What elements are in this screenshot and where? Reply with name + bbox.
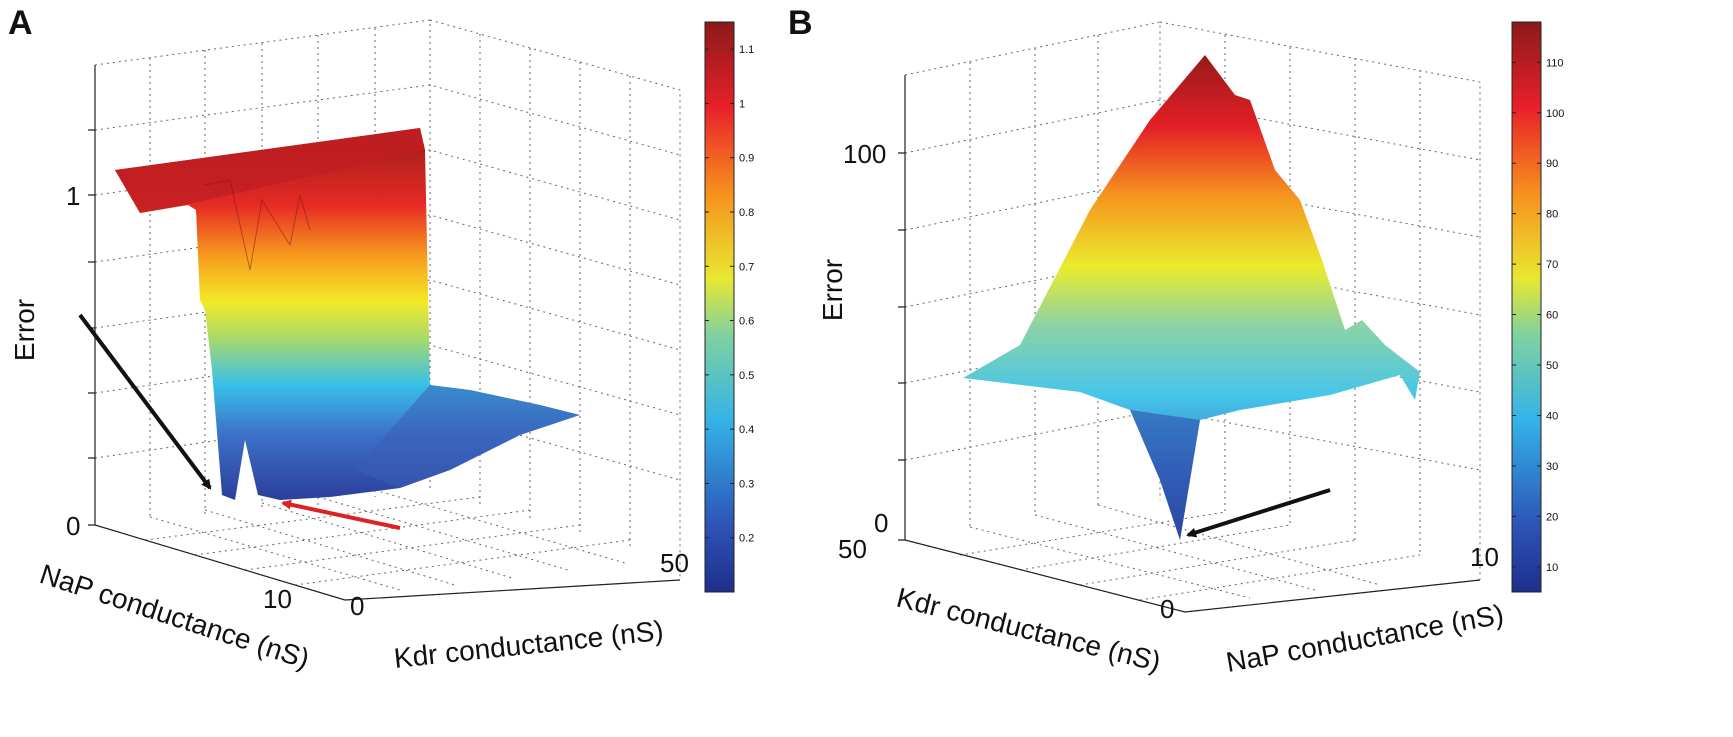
- panel-b-colorbar-tick-label: 20: [1546, 511, 1558, 523]
- panel-a-colorbar-tick-label: 0.7: [739, 261, 754, 273]
- panel-b-colorbar-tick-label: 10: [1546, 562, 1558, 574]
- panel-b-colorbar-tick-label: 80: [1546, 209, 1558, 221]
- panel-a-black-arrow: [78, 313, 212, 490]
- panel-b-colorbar-tick-label: 60: [1546, 310, 1558, 322]
- panel-a-colorbar-tick-label: 0.6: [739, 316, 754, 328]
- panel-b-x-tick-50: 50: [838, 534, 867, 564]
- panel-a-colorbar-tick-label: 0.8: [739, 207, 754, 219]
- panel-b-z-tick-0: 0: [874, 508, 888, 538]
- panel-a-colorbar-tick-label: 0.3: [739, 478, 754, 490]
- panel-b-black-arrow: [1186, 488, 1331, 538]
- panel-b-y-tick-0: 0: [1160, 594, 1174, 624]
- panel-a-colorbar-tick-label: 0.9: [739, 153, 754, 165]
- panel-b-letter: B: [788, 4, 813, 42]
- panel-a-letter: A: [8, 4, 33, 42]
- panel-a-z-tick-1: 1: [66, 181, 80, 211]
- panel-b-surface: [963, 55, 1420, 540]
- panel-a: A 0 1 10 0 50 Error: [8, 4, 754, 675]
- panel-b-colorbar-tick-label: 40: [1546, 410, 1558, 422]
- panel-b-colorbar-tick-label: 50: [1546, 360, 1558, 372]
- panel-a-y-tick-50: 50: [660, 548, 689, 578]
- panel-b-colorbar-bar: [1511, 21, 1542, 593]
- panel-a-colorbar-tick-label: 1: [739, 98, 745, 110]
- panel-b-colorbar-tick-label: 30: [1546, 461, 1558, 473]
- panel-b-z-label: Error: [817, 259, 848, 321]
- panel-a-surface: [115, 128, 580, 500]
- panel-b-colorbar-tick-label: 70: [1546, 259, 1558, 271]
- panel-a-z-tick-0: 0: [66, 511, 80, 541]
- panel-b-colorbar-tick-label: 90: [1546, 158, 1558, 170]
- panel-b-axes: [898, 75, 1481, 613]
- panel-a-colorbar-tick-label: 0.4: [739, 424, 754, 436]
- panel-a-colorbar: 0.2 0.3 0.4 0.5 0.6 0.7 0.8 0.9 1 1.1: [704, 21, 754, 593]
- panel-a-red-arrow: [281, 499, 401, 530]
- panel-b-colorbar-tick-label: 110: [1546, 57, 1564, 69]
- panel-a-colorbar-tick-label: 0.2: [739, 533, 754, 545]
- panel-b-y-label: NaP conductance (nS): [1224, 599, 1506, 678]
- panel-b-z-tick-100: 100: [843, 139, 886, 169]
- panel-a-y-tick-0: 0: [350, 591, 364, 621]
- panel-a-colorbar-tick-label: 1.1: [739, 44, 754, 56]
- panel-a-z-label: Error: [9, 299, 40, 361]
- panel-a-colorbar-tick-label: 0.5: [739, 370, 754, 382]
- panel-a-x-label: NaP conductance (nS): [36, 558, 313, 674]
- panel-b-y-tick-10: 10: [1470, 542, 1499, 572]
- panel-a-x-tick-10: 10: [263, 584, 292, 614]
- panel-a-y-label: Kdr conductance (nS): [392, 615, 665, 674]
- panel-b-colorbar: 10 20 30 40 50 60 70 80 90 100 110: [1511, 21, 1564, 593]
- panel-b: B 0 100 50 0 10 Error Kdr conductance (n…: [788, 4, 1564, 678]
- panel-a-colorbar-bar: [704, 21, 735, 593]
- panel-b-colorbar-tick-label: 100: [1546, 108, 1564, 120]
